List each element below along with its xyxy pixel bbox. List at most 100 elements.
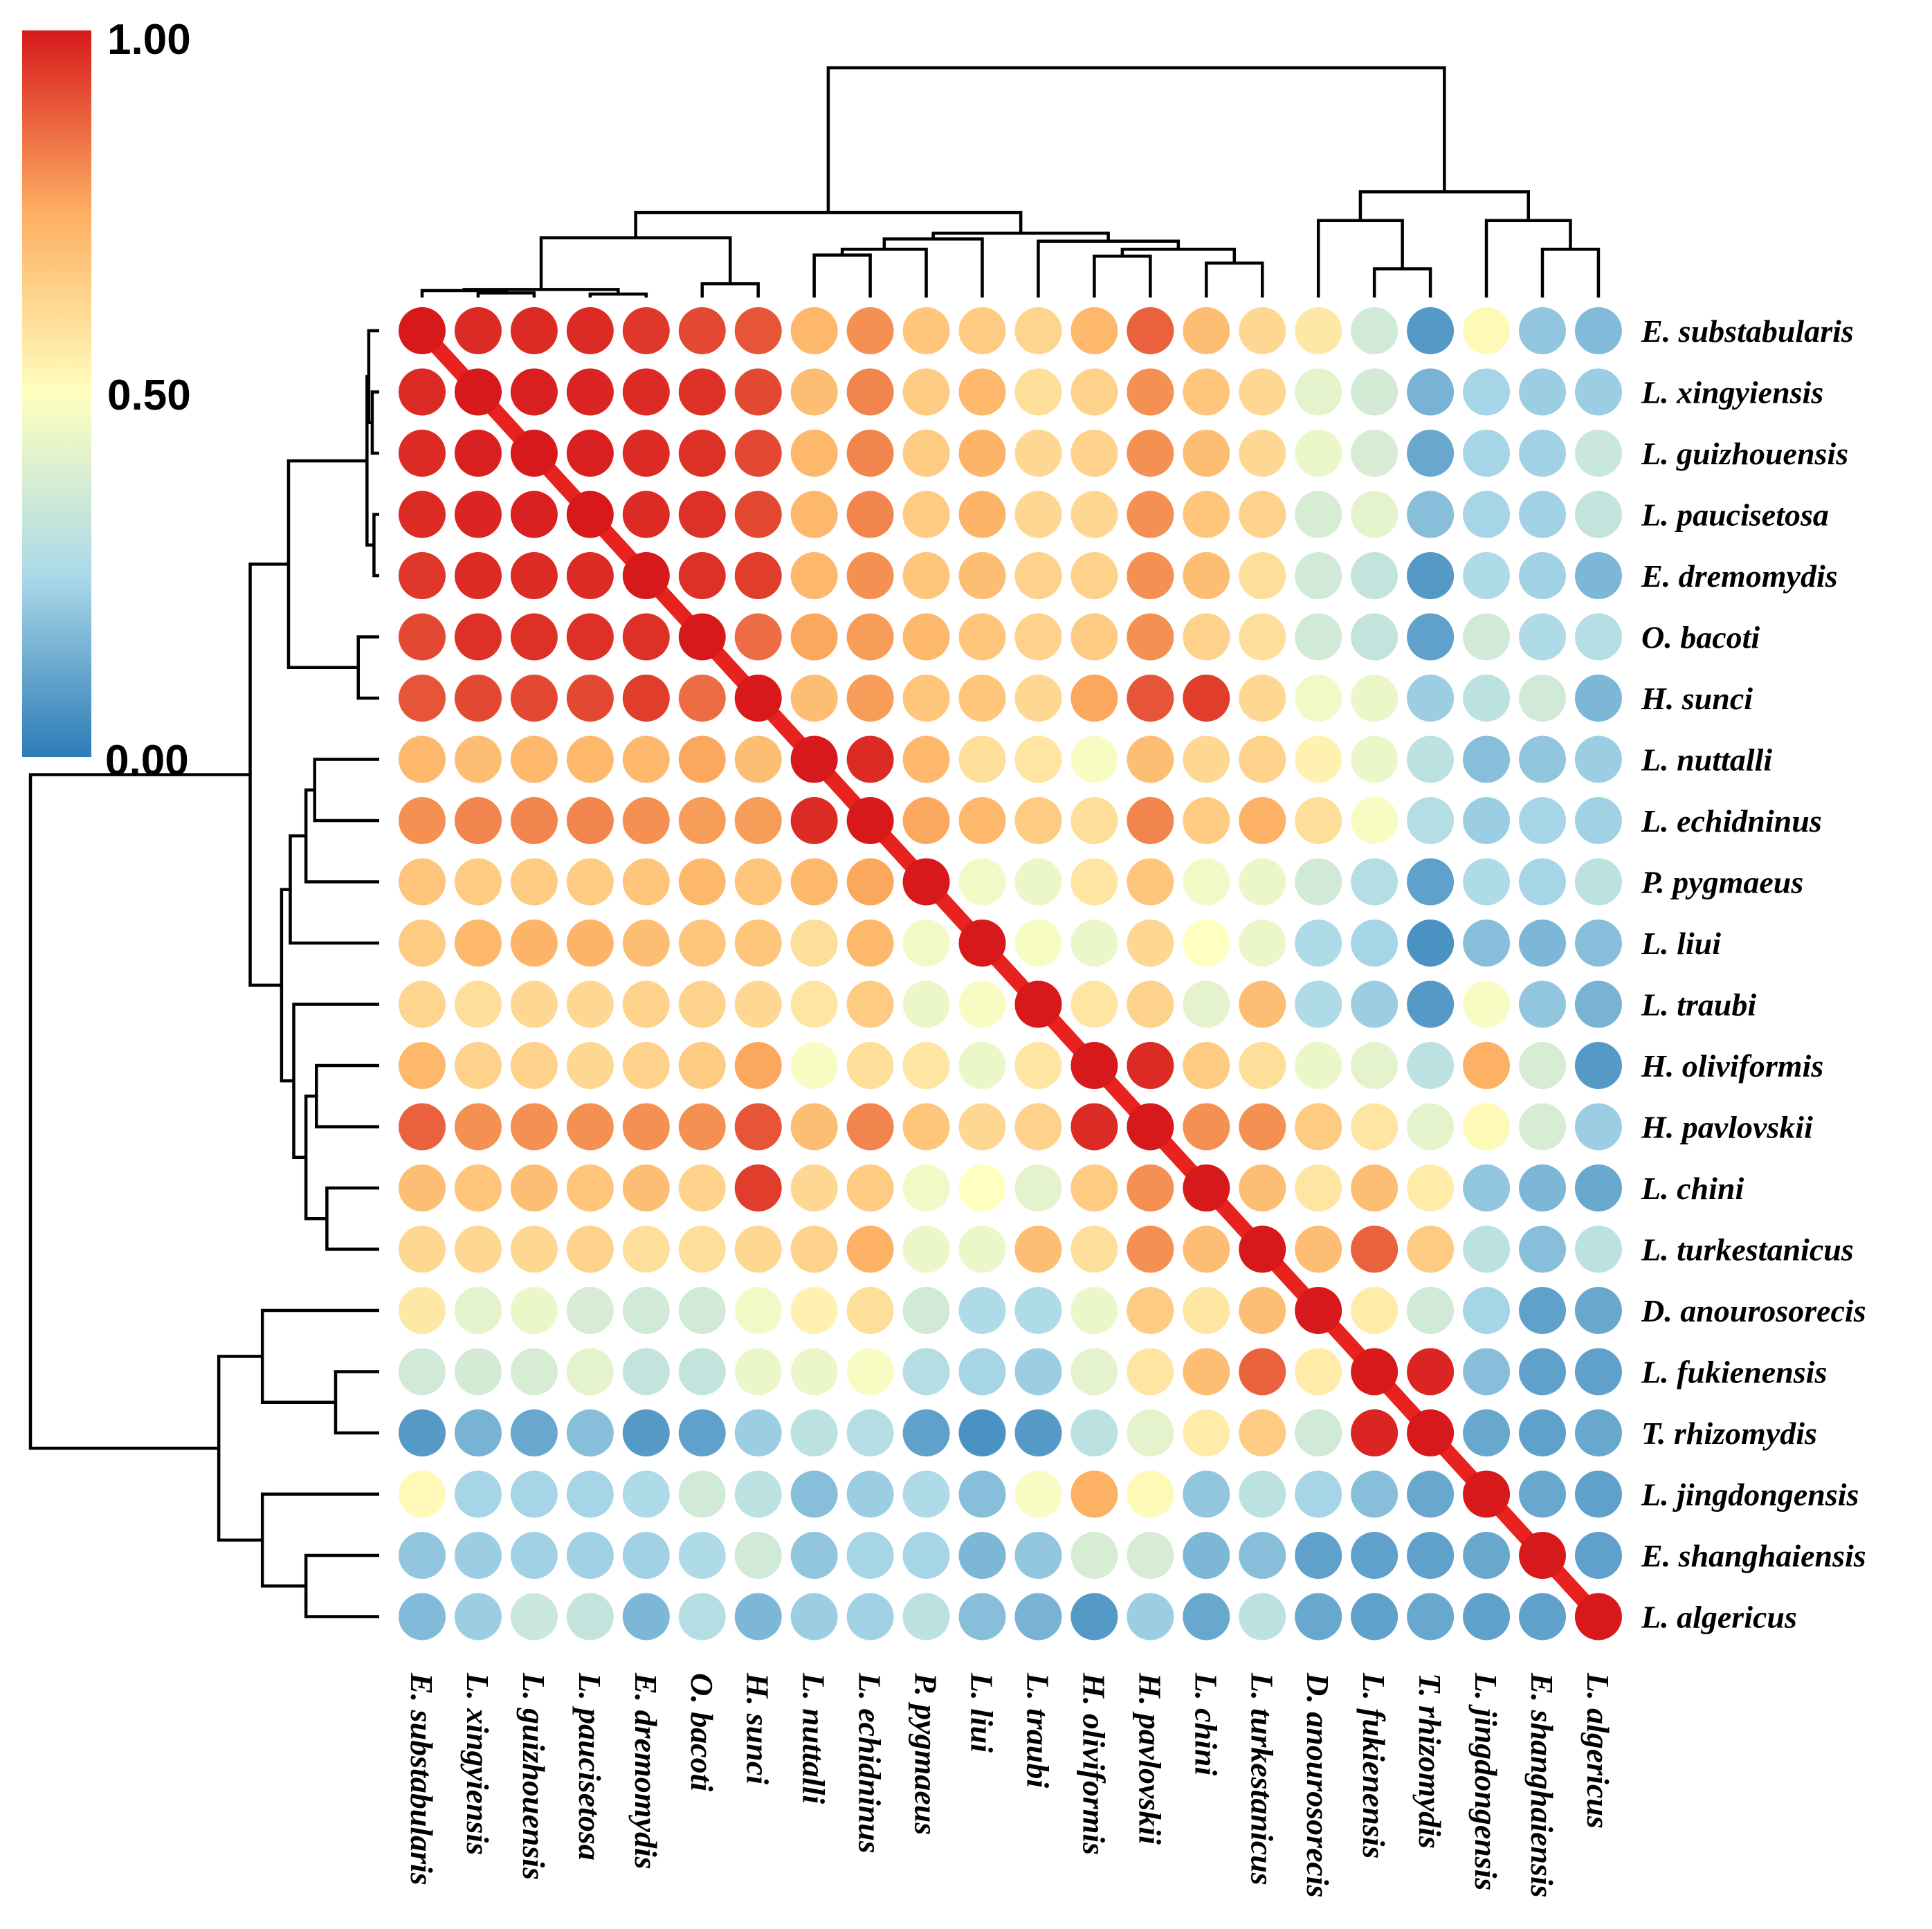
heatmap-cell-l-guizhouensis--t-rhizomydis	[1407, 430, 1455, 477]
heatmap-cell-h-oliviformis--l-xingyiensis	[454, 1042, 502, 1089]
heatmap-cell-l-guizhouensis--l-fukienensis	[1351, 430, 1398, 477]
heatmap-cell-l-nuttalli--l-turkestanicus	[1239, 735, 1286, 783]
heatmap-cell-e-substabularis--h-oliviformis	[1070, 307, 1118, 354]
heatmap-cell-l-guizhouensis--p-pygmaeus	[902, 430, 950, 477]
heatmap-cell-p-pygmaeus--e-substabularis	[399, 858, 446, 906]
heatmap-cell-o-bacoti--h-pavlovskii	[1127, 613, 1174, 661]
heatmap-cell-l-turkestanicus--l-fukienensis	[1351, 1225, 1398, 1273]
heatmap-cell-l-chini--l-xingyiensis	[454, 1164, 502, 1212]
heatmap-cell-l-traubi--l-turkestanicus	[1239, 980, 1286, 1028]
heatmap-cell-l-echidninus--l-chini	[1183, 797, 1230, 844]
row-label-l-jingdongensis: L. jingdongensis	[1641, 1477, 1859, 1512]
heatmap-cell-l-xingyiensis--h-sunci	[734, 368, 782, 416]
heatmap-cell-l-jingdongensis--h-oliviformis	[1070, 1470, 1118, 1518]
heatmap-cell-l-jingdongensis--l-jingdongensis	[1463, 1470, 1511, 1518]
heatmap-cell-d-anourosorecis--h-oliviformis	[1070, 1287, 1118, 1334]
heatmap-cell-l-paucisetosa--l-echidninus	[846, 491, 894, 538]
heatmap-cell-l-turkestanicus--l-chini	[1183, 1225, 1230, 1273]
heatmap-cell-o-bacoti--l-nuttalli	[790, 613, 838, 661]
heatmap-cell-l-echidninus--e-shanghaiensis	[1519, 797, 1566, 844]
heatmap-cell-l-fukienensis--o-bacoti	[678, 1348, 726, 1396]
top-dendrogram-branch	[1540, 248, 1601, 298]
heatmap-cell-l-turkestanicus--h-sunci	[734, 1225, 782, 1273]
heatmap-cell-e-shanghaiensis--l-guizhouensis	[510, 1532, 558, 1579]
heatmap-cell-h-sunci--t-rhizomydis	[1407, 675, 1455, 722]
heatmap-cell-p-pygmaeus--l-echidninus	[846, 858, 894, 906]
heatmap-cell-l-jingdongensis--l-echidninus	[846, 1470, 894, 1518]
heatmap-cell-d-anourosorecis--l-chini	[1183, 1287, 1230, 1334]
heatmap-cell-l-xingyiensis--l-fukienensis	[1351, 368, 1398, 416]
row-label-d-anourosorecis: D. anourosorecis	[1641, 1293, 1866, 1328]
heatmap-cell-l-turkestanicus--e-shanghaiensis	[1519, 1225, 1566, 1273]
heatmap-cell-e-shanghaiensis--l-chini	[1183, 1532, 1230, 1579]
heatmap-cell-o-bacoti--l-xingyiensis	[454, 613, 502, 661]
heatmap-cell-d-anourosorecis--l-echidninus	[846, 1287, 894, 1334]
row-label-p-pygmaeus: P. pygmaeus	[1641, 865, 1803, 900]
heatmap-cell-e-shanghaiensis--e-dremomydis	[622, 1532, 670, 1579]
heatmap-cell-l-traubi--e-dremomydis	[622, 980, 670, 1028]
diagonal-line	[414, 323, 1606, 1625]
heatmap-cell-l-algericus--l-traubi	[1014, 1593, 1062, 1640]
heatmap-cell-h-pavlovskii--o-bacoti	[678, 1103, 726, 1151]
heatmap-cell-l-fukienensis--h-pavlovskii	[1127, 1348, 1174, 1396]
heatmap-cell-h-oliviformis--l-chini	[1183, 1042, 1230, 1089]
heatmap-cell-l-chini--o-bacoti	[678, 1164, 726, 1212]
heatmap-cell-h-sunci--h-sunci	[734, 675, 782, 722]
heatmap-cell-l-turkestanicus--l-traubi	[1014, 1225, 1062, 1273]
column-label-l-turkestanicus: L. turkestanicus	[1244, 1672, 1279, 1885]
heatmap-cell-e-shanghaiensis--l-nuttalli	[790, 1532, 838, 1579]
heatmap-cell-l-nuttalli--e-substabularis	[399, 735, 446, 783]
heatmap-cell-l-chini--d-anourosorecis	[1295, 1164, 1342, 1212]
row-label-l-nuttalli: L. nuttalli	[1641, 742, 1772, 778]
heatmap-cell-l-liui--l-liui	[958, 920, 1006, 967]
heatmap-cell-l-liui--l-nuttalli	[790, 920, 838, 967]
heatmap-cell-e-shanghaiensis--l-turkestanicus	[1239, 1532, 1286, 1579]
left-dendrogram-branch	[260, 1492, 379, 1588]
heatmap-cell-l-fukienensis--l-algericus	[1574, 1348, 1622, 1396]
heatmap-cell-l-xingyiensis--l-jingdongensis	[1463, 368, 1511, 416]
heatmap-cell-l-liui--e-shanghaiensis	[1519, 920, 1566, 967]
heatmap-cell-l-nuttalli--l-paucisetosa	[566, 735, 614, 783]
column-label-h-pavlovskii: H. pavlovskii	[1132, 1672, 1167, 1845]
heatmap-cell-l-xingyiensis--d-anourosorecis	[1295, 368, 1342, 416]
heatmap-cell-l-turkestanicus--l-liui	[958, 1225, 1006, 1273]
heatmap-cell-l-echidninus--d-anourosorecis	[1295, 797, 1342, 844]
heatmap-cell-e-substabularis--l-chini	[1183, 307, 1230, 354]
heatmap-cell-o-bacoti--t-rhizomydis	[1407, 613, 1455, 661]
heatmap-cell-l-nuttalli--o-bacoti	[678, 735, 726, 783]
heatmap-cell-l-guizhouensis--h-oliviformis	[1070, 430, 1118, 477]
heatmap-cell-o-bacoti--l-echidninus	[846, 613, 894, 661]
heatmap-cell-d-anourosorecis--l-traubi	[1014, 1287, 1062, 1334]
heatmap-cell-l-chini--t-rhizomydis	[1407, 1164, 1455, 1212]
colorbar-tick-min: 0.00	[105, 737, 189, 785]
heatmap-cell-l-liui--l-chini	[1183, 920, 1230, 967]
heatmap-cell-l-paucisetosa--l-guizhouensis	[510, 491, 558, 538]
heatmap-cell-l-fukienensis--l-nuttalli	[790, 1348, 838, 1396]
heatmap-cell-h-oliviformis--l-liui	[958, 1042, 1006, 1089]
heatmap-cell-l-echidninus--l-nuttalli	[790, 797, 838, 844]
heatmap-cell-l-liui--l-paucisetosa	[566, 920, 614, 967]
heatmap-cell-e-dremomydis--p-pygmaeus	[902, 552, 950, 599]
row-labels: E. substabularis L. xingyiensis L. guizhou…	[1641, 313, 1866, 1635]
column-labels: E. substabularis L. xingyiensis L. guizhou…	[404, 1672, 1616, 1898]
column-label-l-algericus: L. algericus	[1580, 1672, 1616, 1829]
heatmap-cell-t-rhizomydis--l-chini	[1183, 1409, 1230, 1456]
heatmap-cell-e-dremomydis--t-rhizomydis	[1407, 552, 1455, 599]
left-dendrogram-branch	[367, 329, 379, 424]
heatmap-cell-p-pygmaeus--l-nuttalli	[790, 858, 838, 906]
heatmap-cell-l-guizhouensis--l-chini	[1183, 430, 1230, 477]
heatmap-cell-h-oliviformis--e-shanghaiensis	[1519, 1042, 1566, 1089]
row-label-e-dremomydis: E. dremomydis	[1641, 558, 1838, 594]
heatmap-cell-l-chini--p-pygmaeus	[902, 1164, 950, 1212]
heatmap-cell-l-fukienensis--l-jingdongensis	[1463, 1348, 1511, 1396]
heatmap-cell-l-nuttalli--l-nuttalli	[790, 735, 838, 783]
heatmap-cell-l-chini--l-paucisetosa	[566, 1164, 614, 1212]
heatmap-cell-h-pavlovskii--l-nuttalli	[790, 1103, 838, 1151]
heatmap-cell-l-fukienensis--l-guizhouensis	[510, 1348, 558, 1396]
heatmap-cell-e-dremomydis--l-liui	[958, 552, 1006, 599]
heatmap-cell-l-algericus--h-pavlovskii	[1127, 1593, 1174, 1640]
heatmap-cell-e-shanghaiensis--h-sunci	[734, 1532, 782, 1579]
heatmap-cell-e-substabularis--t-rhizomydis	[1407, 307, 1455, 354]
heatmap-cell-t-rhizomydis--l-traubi	[1014, 1409, 1062, 1456]
heatmap-cell-t-rhizomydis--l-liui	[958, 1409, 1006, 1456]
